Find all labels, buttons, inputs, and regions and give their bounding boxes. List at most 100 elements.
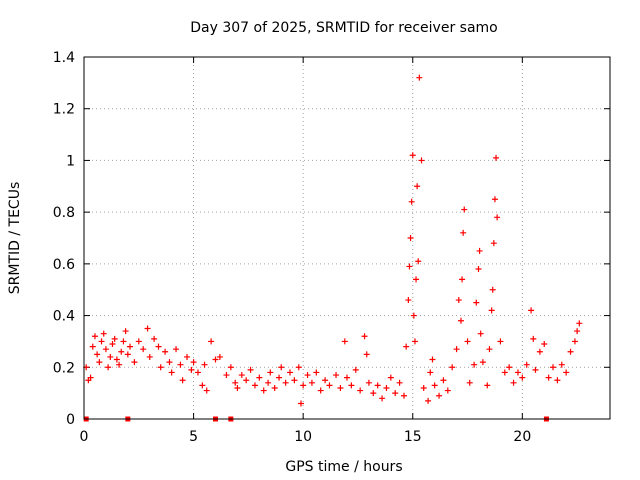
- data-points: [83, 74, 583, 422]
- data-point: [297, 400, 304, 407]
- data-point: [337, 384, 344, 391]
- data-point: [460, 229, 467, 236]
- data-point: [554, 377, 561, 384]
- data-point: [488, 307, 495, 314]
- data-point: [127, 343, 134, 350]
- data-point: [530, 335, 537, 342]
- data-point: [473, 299, 480, 306]
- data-point: [365, 379, 372, 386]
- data-point: [403, 343, 410, 350]
- data-point: [415, 258, 422, 265]
- data-point: [532, 366, 539, 373]
- y-tick-label: 1.4: [53, 50, 75, 66]
- data-point: [234, 384, 241, 391]
- data-point: [243, 377, 250, 384]
- data-point: [201, 361, 208, 368]
- data-point: [484, 382, 491, 389]
- data-point: [396, 379, 403, 386]
- data-point: [96, 359, 103, 366]
- data-point: [408, 198, 415, 205]
- data-point: [162, 348, 169, 355]
- data-point: [436, 392, 443, 399]
- data-point: [87, 374, 94, 381]
- data-point: [247, 366, 254, 373]
- data-point: [425, 397, 432, 404]
- data-point: [157, 364, 164, 371]
- data-point: [109, 341, 116, 348]
- data-point: [477, 330, 484, 337]
- data-point: [151, 335, 158, 342]
- x-tick-label: 5: [189, 429, 198, 445]
- data-point: [449, 364, 456, 371]
- data-point: [227, 364, 234, 371]
- data-point: [267, 369, 274, 376]
- data-point: [120, 338, 127, 345]
- data-point: [576, 320, 583, 327]
- y-tick-label: 0: [66, 412, 75, 428]
- data-point: [420, 384, 427, 391]
- data-point: [411, 338, 418, 345]
- data-point: [291, 377, 298, 384]
- data-point: [94, 351, 101, 358]
- data-point: [111, 335, 118, 342]
- data-point: [558, 361, 565, 368]
- data-point: [528, 307, 535, 314]
- data-point: [322, 377, 329, 384]
- x-tick-label: 15: [404, 429, 422, 445]
- data-point: [276, 374, 283, 381]
- data-point: [405, 297, 412, 304]
- data-point: [304, 372, 311, 379]
- data-point: [490, 240, 497, 247]
- data-point: [98, 338, 105, 345]
- data-point: [459, 276, 466, 283]
- data-point: [124, 351, 131, 358]
- data-point: [414, 183, 421, 190]
- data-point: [116, 361, 123, 368]
- data-point: [256, 374, 263, 381]
- data-point: [497, 338, 504, 345]
- data-point: [410, 312, 417, 319]
- data-point: [361, 333, 368, 340]
- data-point: [536, 348, 543, 355]
- data-point: [190, 359, 197, 366]
- data-point: [455, 297, 462, 304]
- x-tick-label: 0: [80, 429, 89, 445]
- data-point: [489, 286, 496, 293]
- data-point: [409, 152, 416, 159]
- data-point: [260, 387, 267, 394]
- y-axis-label: SRMTID / TECUs: [7, 182, 23, 295]
- data-point: [457, 317, 464, 324]
- data-point: [506, 364, 513, 371]
- data-point: [357, 387, 364, 394]
- y-tick-label: 1: [66, 153, 75, 169]
- data-point: [287, 369, 294, 376]
- data-point: [486, 346, 493, 353]
- data-point: [493, 154, 500, 161]
- data-point: [427, 369, 434, 376]
- data-point: [387, 374, 394, 381]
- axis-ticks: 0 0.2 0.4 0.6 0.8 1 1.2 1.4 0 5 10 15 20: [53, 50, 610, 445]
- x-tick-label: 10: [294, 429, 312, 445]
- data-point: [265, 379, 272, 386]
- data-point: [413, 276, 420, 283]
- data-point: [476, 247, 483, 254]
- data-point: [541, 341, 548, 348]
- data-point: [519, 374, 526, 381]
- data-point: [91, 333, 98, 340]
- data-point: [574, 328, 581, 335]
- data-point: [383, 384, 390, 391]
- data-point: [471, 361, 478, 368]
- data-point: [295, 364, 302, 371]
- data-point: [188, 366, 195, 373]
- data-point: [429, 356, 436, 363]
- data-point: [177, 361, 184, 368]
- data-point: [232, 379, 239, 386]
- data-point: [135, 338, 142, 345]
- data-point: [407, 235, 414, 241]
- data-point: [168, 369, 175, 376]
- data-point: [501, 369, 508, 376]
- data-point: [155, 343, 162, 350]
- data-point: [113, 356, 120, 363]
- data-point: [118, 348, 125, 355]
- data-point: [102, 346, 109, 353]
